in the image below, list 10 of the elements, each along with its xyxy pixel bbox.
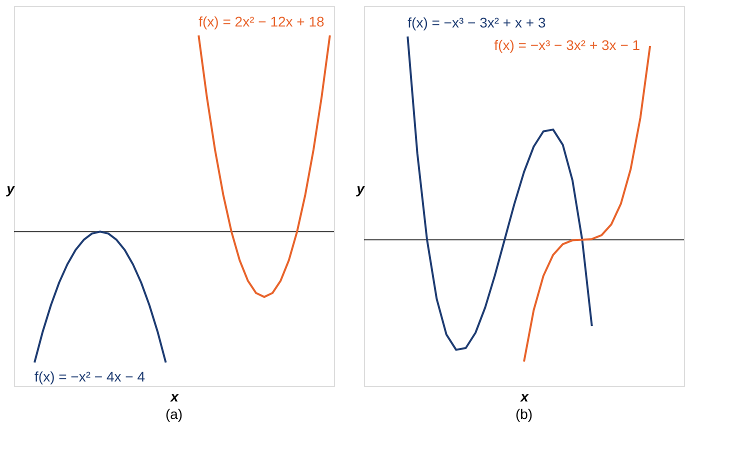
x-axis-title: x bbox=[520, 388, 530, 404]
series-label: f(x) = −x³ − 3x² + x + 3 bbox=[408, 14, 546, 30]
text: (b) bbox=[515, 406, 533, 422]
series-label: f(x) = −x³ − 3x² + 3x − 1 bbox=[494, 37, 640, 54]
text: (a) bbox=[165, 406, 183, 422]
x-axis-title: x bbox=[170, 388, 180, 404]
series-label: f(x) = −x² − 4x − 4 bbox=[34, 368, 146, 384]
series-label: f(x) = 2x² − 12x + 18 bbox=[198, 13, 324, 30]
y-axis-title: y bbox=[356, 180, 366, 196]
y-axis-title: y bbox=[6, 180, 16, 196]
